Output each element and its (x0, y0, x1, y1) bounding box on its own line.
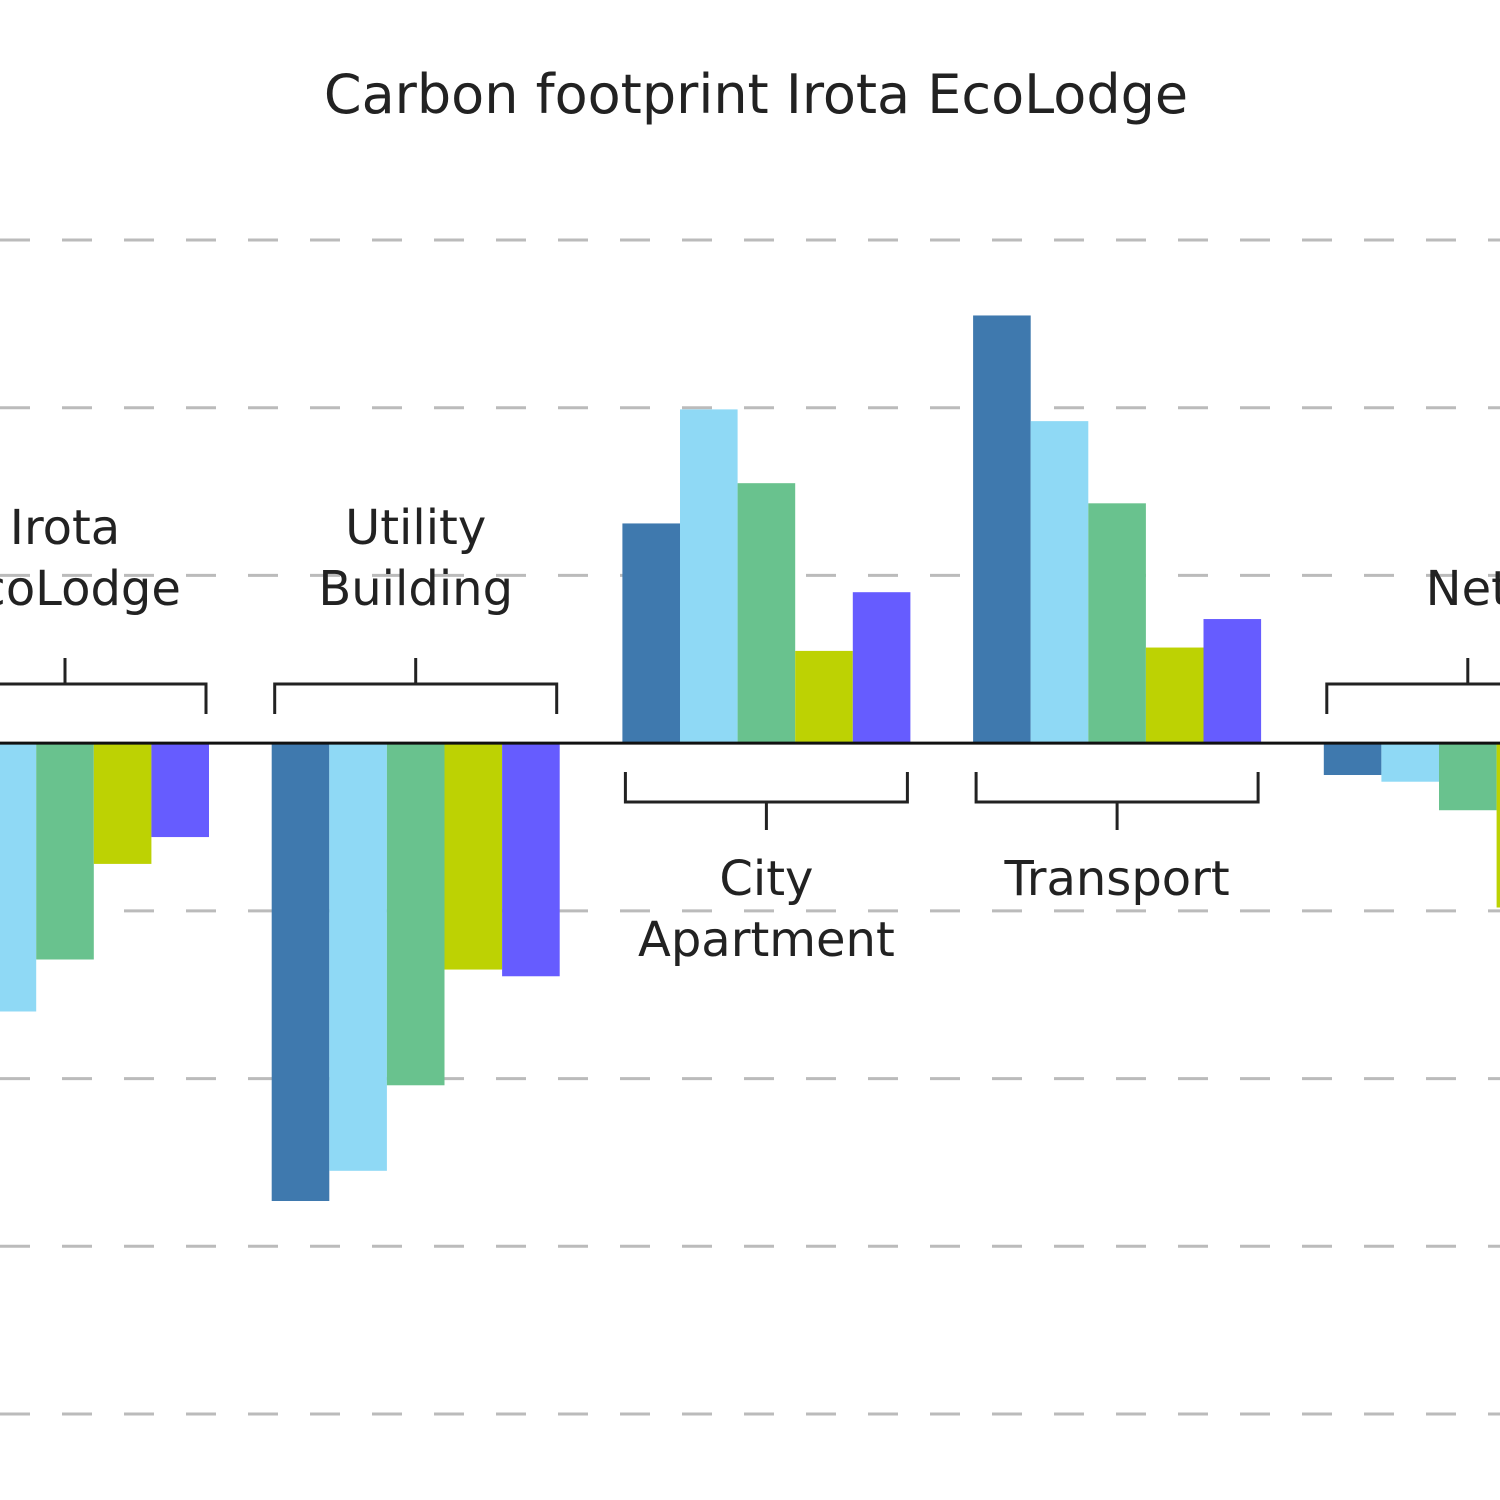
bar (973, 315, 1031, 744)
bar (795, 650, 853, 744)
group-bracket (623, 772, 909, 830)
bar (1381, 743, 1439, 782)
chart-title: Carbon footprint Irota EcoLodge (324, 63, 1188, 126)
bar (1088, 503, 1146, 744)
bar (1145, 647, 1204, 744)
bar (1496, 743, 1500, 908)
bar (329, 743, 387, 1171)
bar (680, 409, 738, 744)
x-tick-label: Net (1426, 561, 1500, 617)
bar (386, 743, 445, 1086)
bar (93, 743, 152, 864)
bar (444, 743, 503, 970)
bar (151, 743, 209, 838)
bar (0, 743, 37, 1012)
x-tick-label: City Apartment (638, 851, 895, 968)
bar (502, 743, 560, 977)
bar (36, 743, 94, 960)
bar (1030, 421, 1089, 744)
bar (852, 592, 911, 744)
group-bracket (1325, 658, 1500, 714)
group-bracket (0, 658, 208, 714)
x-tick-label: Transport (1003, 851, 1229, 907)
bar (1203, 619, 1262, 744)
bar (737, 483, 796, 744)
bar (1439, 743, 1497, 811)
group-bracket (974, 772, 1260, 830)
x-tick-label: Utility Building (318, 500, 513, 617)
bar (622, 523, 680, 744)
group-bracket (273, 658, 559, 714)
bar (1323, 743, 1382, 776)
bar (271, 743, 330, 1202)
